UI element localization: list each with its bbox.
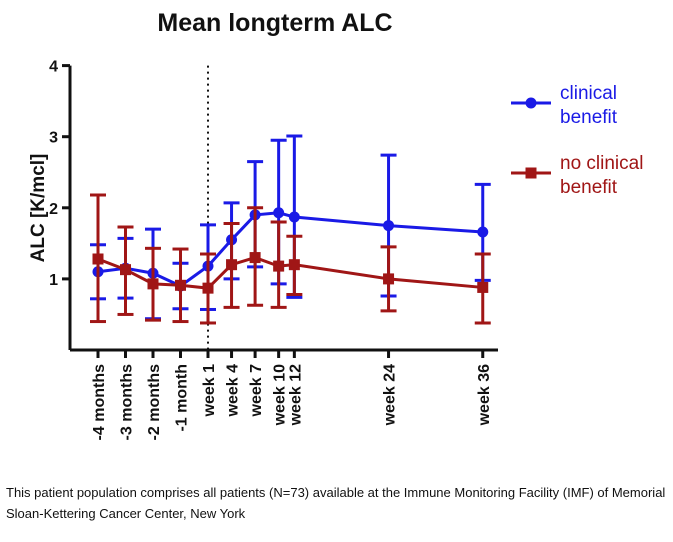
x-axis-ticks: -4 months -3 months -2 months -1 month week … <box>91 350 493 440</box>
y-tick-label: 3 <box>49 130 58 147</box>
data-point <box>226 259 238 271</box>
data-point <box>147 278 159 290</box>
y-axis-ticks: 1 2 3 4 <box>49 59 70 289</box>
legend-label: no clinical benefit <box>560 153 643 198</box>
data-point <box>288 259 300 271</box>
legend-marker <box>525 97 537 109</box>
x-tick-label: -4 months <box>91 364 108 441</box>
data-point <box>202 282 214 294</box>
legend-marker <box>525 167 537 179</box>
data-point <box>288 211 300 223</box>
data-point <box>120 264 131 276</box>
x-tick-label: week 12 <box>287 364 304 426</box>
data-point <box>383 220 395 232</box>
chart-title: Mean longterm ALC <box>157 9 392 37</box>
x-tick-label: week 4 <box>225 364 242 418</box>
x-tick-label: -3 months <box>119 364 136 441</box>
footnote: This patient population comprises all pa… <box>6 485 666 521</box>
series-2 <box>90 193 491 325</box>
x-tick-label: week 7 <box>248 364 265 418</box>
data-point <box>249 252 261 264</box>
data-point <box>273 207 285 219</box>
x-tick-label: week 1 <box>201 364 218 418</box>
series-layer <box>90 134 491 325</box>
data-point <box>383 273 395 285</box>
data-point <box>175 279 186 291</box>
x-tick-label: -2 months <box>146 364 163 441</box>
series-1 <box>90 134 491 321</box>
x-tick-label: week 10 <box>272 364 289 426</box>
x-tick-label: week 24 <box>382 364 399 426</box>
y-tick-label: 2 <box>49 201 58 218</box>
x-tick-label: week 36 <box>476 364 493 426</box>
x-tick-label: -1 month <box>174 364 191 432</box>
y-axis-label: ALC [K/mcl] <box>28 154 49 263</box>
y-tick-label: 4 <box>49 59 58 76</box>
data-point <box>92 253 104 265</box>
legend: clinical benefit no clinical benefit <box>511 83 643 198</box>
y-tick-label: 1 <box>49 272 58 289</box>
data-point <box>273 260 285 272</box>
data-point <box>477 281 489 293</box>
data-point <box>477 226 489 238</box>
chart: Mean longterm ALC ALC [K/mcl] 1 2 3 4 -4 mo… <box>28 9 643 440</box>
legend-label: clinical benefit <box>560 83 618 128</box>
